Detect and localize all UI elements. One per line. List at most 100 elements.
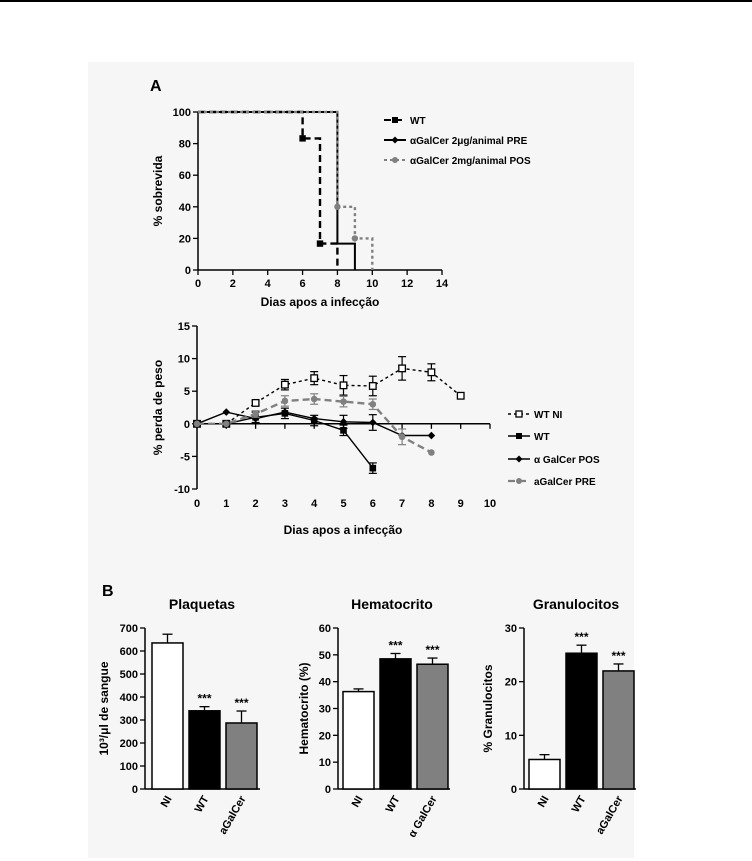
category-label: NI bbox=[536, 794, 552, 810]
x-tick-label: 6 bbox=[370, 498, 376, 510]
bar bbox=[565, 652, 598, 790]
legend-label: αGalCer 2mg/animal POS bbox=[410, 156, 531, 167]
y-tick-label: 50 bbox=[319, 650, 331, 662]
weight-data-point bbox=[427, 431, 436, 440]
weight-data-point bbox=[398, 433, 406, 441]
y-tick-label: 600 bbox=[120, 646, 138, 658]
x-tick-label: 0 bbox=[195, 278, 201, 290]
y-tick-label: 500 bbox=[120, 669, 138, 681]
category-label: aGalCer bbox=[594, 793, 626, 836]
weight-data-point bbox=[310, 414, 318, 423]
y-tick-label: 10 bbox=[319, 757, 331, 769]
weight-data-point bbox=[280, 380, 289, 389]
legend-marker bbox=[392, 117, 398, 123]
y-tick-label: 20 bbox=[179, 233, 191, 245]
legend-marker bbox=[391, 136, 399, 144]
x-tick-label: 9 bbox=[458, 498, 464, 510]
weight-data-point bbox=[222, 408, 231, 416]
y-tick-label: 60 bbox=[319, 623, 331, 635]
weight-data-point bbox=[428, 449, 435, 456]
weight-data-point bbox=[456, 391, 465, 400]
page-top-rule bbox=[0, 0, 752, 2]
category-label: WT bbox=[384, 794, 403, 815]
weight-data-point bbox=[339, 418, 348, 426]
y-tick-label: 60 bbox=[179, 170, 191, 182]
y-tick-label: 0 bbox=[511, 784, 517, 796]
y-axis-title: Hematocrito (%) bbox=[297, 662, 311, 754]
y-tick-label: 10 bbox=[505, 730, 517, 742]
weight-data-point bbox=[281, 408, 289, 416]
x-tick-label: 1 bbox=[223, 498, 229, 510]
weight-series-line bbox=[197, 367, 462, 425]
y-tick-label: 30 bbox=[505, 623, 517, 635]
x-tick-label: 14 bbox=[436, 278, 449, 290]
weight-data-point bbox=[310, 395, 318, 403]
weight-data-point bbox=[340, 398, 347, 405]
weight-data-point bbox=[398, 364, 407, 373]
weight-data-point bbox=[223, 420, 230, 428]
significance-marker: *** bbox=[197, 692, 211, 706]
weight-data-point bbox=[369, 400, 377, 408]
x-tick-label: 3 bbox=[282, 498, 288, 510]
survival-data-point bbox=[299, 135, 306, 142]
category-label: WT bbox=[193, 794, 212, 815]
survival-data-point bbox=[316, 240, 324, 247]
significance-marker: *** bbox=[574, 630, 588, 644]
weight-data-point bbox=[369, 418, 377, 427]
bar bbox=[528, 758, 561, 790]
x-tick-label: 12 bbox=[401, 278, 413, 290]
y-axis-title: 10³/μl de sangue bbox=[97, 661, 111, 755]
panel-label-b: B bbox=[102, 583, 114, 600]
y-axis-title: % perda de peso bbox=[151, 360, 165, 455]
y-tick-label: 0 bbox=[185, 265, 191, 277]
legend-label: αGalCer 2μg/animal PRE bbox=[410, 136, 528, 147]
x-tick-label: 8 bbox=[334, 278, 340, 290]
y-tick-label: 0 bbox=[132, 784, 138, 796]
bar bbox=[416, 663, 449, 790]
legend-marker bbox=[516, 478, 522, 484]
bar-chart-title: Plaquetas bbox=[169, 596, 235, 612]
y-tick-label: 300 bbox=[120, 715, 138, 727]
bar bbox=[151, 642, 184, 790]
bar bbox=[342, 690, 375, 790]
legend-marker bbox=[515, 455, 523, 463]
panel-label-a: A bbox=[150, 78, 162, 95]
y-tick-label: 80 bbox=[179, 139, 191, 151]
bar bbox=[225, 722, 258, 790]
x-tick-label: 5 bbox=[340, 498, 346, 510]
weight-data-point bbox=[193, 420, 201, 428]
legend-label: α GalCer POS bbox=[534, 455, 600, 466]
legend-label: WT bbox=[410, 116, 426, 127]
bar bbox=[188, 710, 221, 790]
weight-data-point bbox=[340, 427, 347, 434]
survival-series-line bbox=[198, 110, 339, 270]
y-tick-label: 20 bbox=[319, 730, 331, 742]
x-tick-label: 0 bbox=[194, 498, 200, 510]
y-tick-label: 200 bbox=[120, 738, 138, 750]
significance-marker: *** bbox=[611, 649, 625, 663]
x-tick-label: 2 bbox=[253, 498, 259, 510]
y-tick-label: 5 bbox=[184, 386, 190, 398]
legend-label: WT bbox=[534, 432, 550, 443]
legend-marker bbox=[516, 433, 522, 439]
weight-data-point bbox=[281, 397, 289, 405]
x-axis-title: Dias apos a infecção bbox=[261, 295, 380, 309]
weight-data-point bbox=[369, 464, 377, 472]
x-axis-title: Dias apos a infecção bbox=[284, 523, 403, 537]
x-tick-label: 6 bbox=[300, 278, 306, 290]
weight-data-point bbox=[339, 381, 348, 390]
y-tick-label: 40 bbox=[179, 202, 191, 214]
x-tick-label: 4 bbox=[311, 498, 318, 510]
category-label: NI bbox=[350, 794, 366, 810]
y-axis-title: % Granulocitos bbox=[481, 664, 495, 752]
x-tick-label: 8 bbox=[428, 498, 434, 510]
x-tick-label: 2 bbox=[230, 278, 236, 290]
x-tick-label: 4 bbox=[265, 278, 272, 290]
weight-data-point bbox=[368, 382, 377, 390]
y-tick-label: 400 bbox=[120, 692, 138, 704]
y-tick-label: 15 bbox=[178, 321, 190, 333]
survival-data-point bbox=[334, 203, 341, 210]
y-axis-title: % sobrevida bbox=[151, 155, 165, 226]
category-label: NI bbox=[159, 794, 175, 810]
